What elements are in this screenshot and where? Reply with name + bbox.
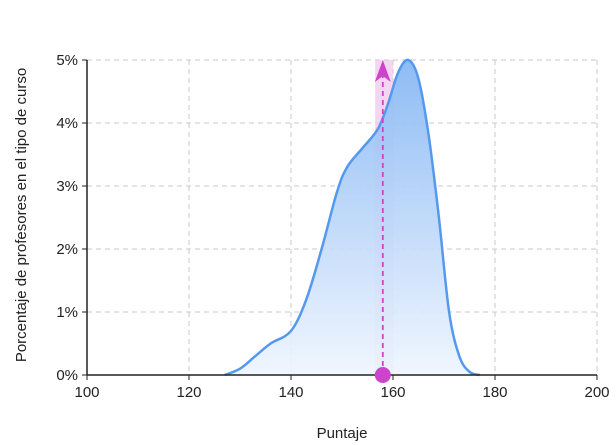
y-axis-label: Porcentaje de profesores en el tipo de c… (13, 68, 30, 362)
y-tick-label: 1% (56, 304, 78, 321)
x-tick-label: 140 (278, 384, 303, 401)
x-axis-label: Puntaje (317, 425, 368, 442)
x-tick-label: 100 (74, 384, 99, 401)
marker-arrow-icon (374, 60, 391, 82)
x-tick-label: 200 (584, 384, 609, 401)
density-area (224, 58, 481, 377)
density-fill (224, 59, 480, 376)
x-tick-label: 160 (380, 384, 405, 401)
marker-dot (374, 367, 391, 383)
y-tick-label: 2% (56, 241, 78, 258)
x-tick-label: 120 (176, 384, 201, 401)
y-tick-label: 0% (56, 367, 78, 384)
grid-lines (87, 59, 598, 375)
density-line (224, 58, 481, 377)
marker (374, 60, 391, 383)
y-tick-label: 5% (56, 52, 78, 69)
axes (86, 60, 597, 376)
y-tick-label: 3% (56, 178, 78, 195)
x-tick-label: 180 (482, 384, 507, 401)
tick-labels: 100 120 140 160 180 200 0% 1% 2% 3% 4% 5% (56, 52, 609, 401)
y-tick-label: 4% (56, 115, 78, 132)
